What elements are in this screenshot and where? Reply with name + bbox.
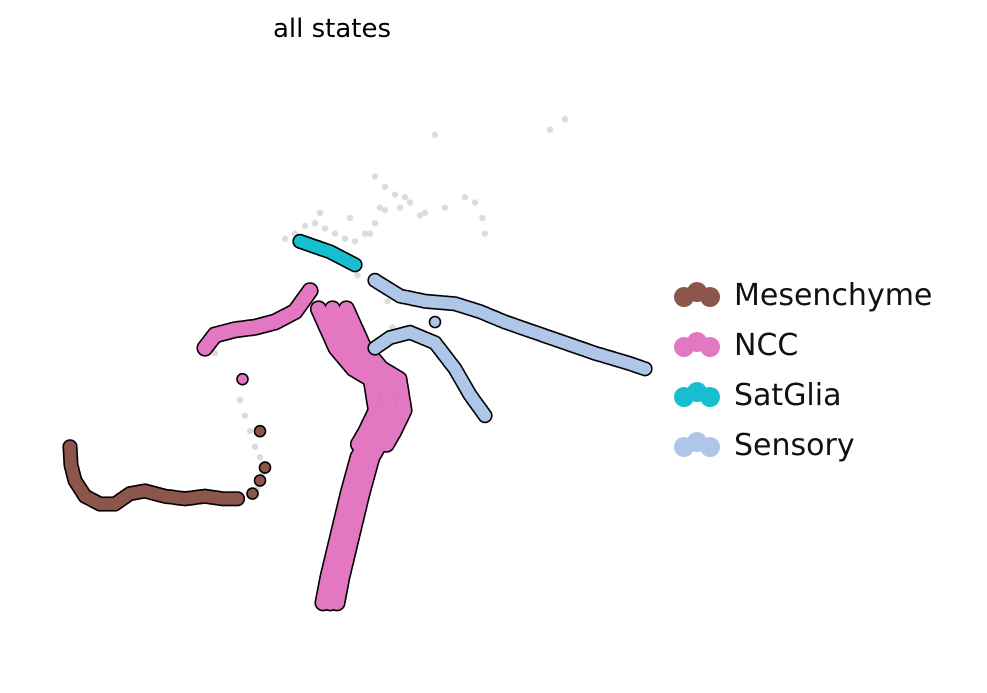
background-point (384, 298, 391, 305)
legend-label: Sensory (734, 427, 855, 463)
background-point (401, 194, 409, 201)
background-point (301, 222, 309, 229)
background-point (211, 350, 219, 357)
data-point (330, 595, 344, 610)
isolated-point (253, 424, 267, 438)
background-points (206, 116, 569, 500)
data-point (479, 409, 491, 422)
background-point (391, 191, 399, 198)
background-point (461, 194, 469, 201)
background-point (431, 131, 439, 138)
background-point (371, 220, 379, 227)
background-point (316, 209, 324, 216)
legend-entry-sensory: Sensory (672, 420, 932, 470)
background-point (481, 230, 489, 237)
legend-dot (700, 437, 720, 457)
background-point (354, 272, 361, 279)
background-point (479, 214, 486, 222)
background-point (361, 230, 369, 237)
background-point (341, 235, 349, 242)
data-point (231, 492, 244, 505)
legend-entry-mesenchyme: Mesenchyme (672, 270, 932, 320)
background-point (246, 428, 254, 435)
background-point (236, 396, 244, 404)
legend-dot (700, 387, 720, 407)
background-point (471, 199, 479, 206)
legend-dot (700, 287, 720, 307)
isolated-point (258, 461, 272, 474)
background-point (351, 238, 359, 245)
background-point (251, 443, 259, 450)
background-point (381, 183, 389, 190)
background-point (546, 126, 554, 133)
background-point (331, 230, 339, 237)
background-point (321, 225, 329, 232)
background-point (311, 220, 319, 227)
background-point (346, 214, 354, 222)
isolated-point (253, 474, 267, 487)
isolated-point (246, 487, 259, 500)
data-point (303, 283, 317, 298)
isolated-point (428, 315, 442, 329)
legend: Mesenchyme NCC SatGlia Sensory (672, 270, 932, 470)
background-point (421, 209, 429, 216)
background-point (416, 212, 424, 219)
series-sensory (367, 272, 653, 424)
background-point (256, 454, 264, 461)
legend-label: NCC (734, 327, 799, 363)
background-point (406, 199, 414, 206)
isolated-point (236, 372, 249, 386)
background-point (561, 116, 569, 123)
background-point (281, 235, 289, 242)
legend-label: SatGlia (734, 377, 842, 413)
background-point (396, 204, 404, 211)
legend-marker (674, 282, 720, 307)
series-ncc (196, 282, 413, 612)
cluster-points (62, 233, 653, 612)
background-point (376, 204, 384, 211)
legend-label: Mesenchyme (734, 277, 933, 313)
legend-marker (674, 332, 720, 357)
background-point (371, 173, 379, 180)
background-point (441, 204, 449, 211)
legend-marker (674, 382, 720, 407)
legend-entry-satglia: SatGlia (672, 370, 932, 420)
legend-entry-ncc: NCC (672, 320, 932, 370)
series-satglia (292, 233, 363, 273)
data-point (639, 362, 651, 375)
series-mesenchyme (62, 424, 272, 512)
background-point (381, 207, 389, 214)
legend-dot (700, 337, 720, 357)
chart-title: all states (272, 14, 392, 44)
background-point (241, 412, 249, 419)
legend-marker (674, 432, 720, 457)
background-point (366, 230, 374, 237)
data-point (349, 258, 361, 271)
